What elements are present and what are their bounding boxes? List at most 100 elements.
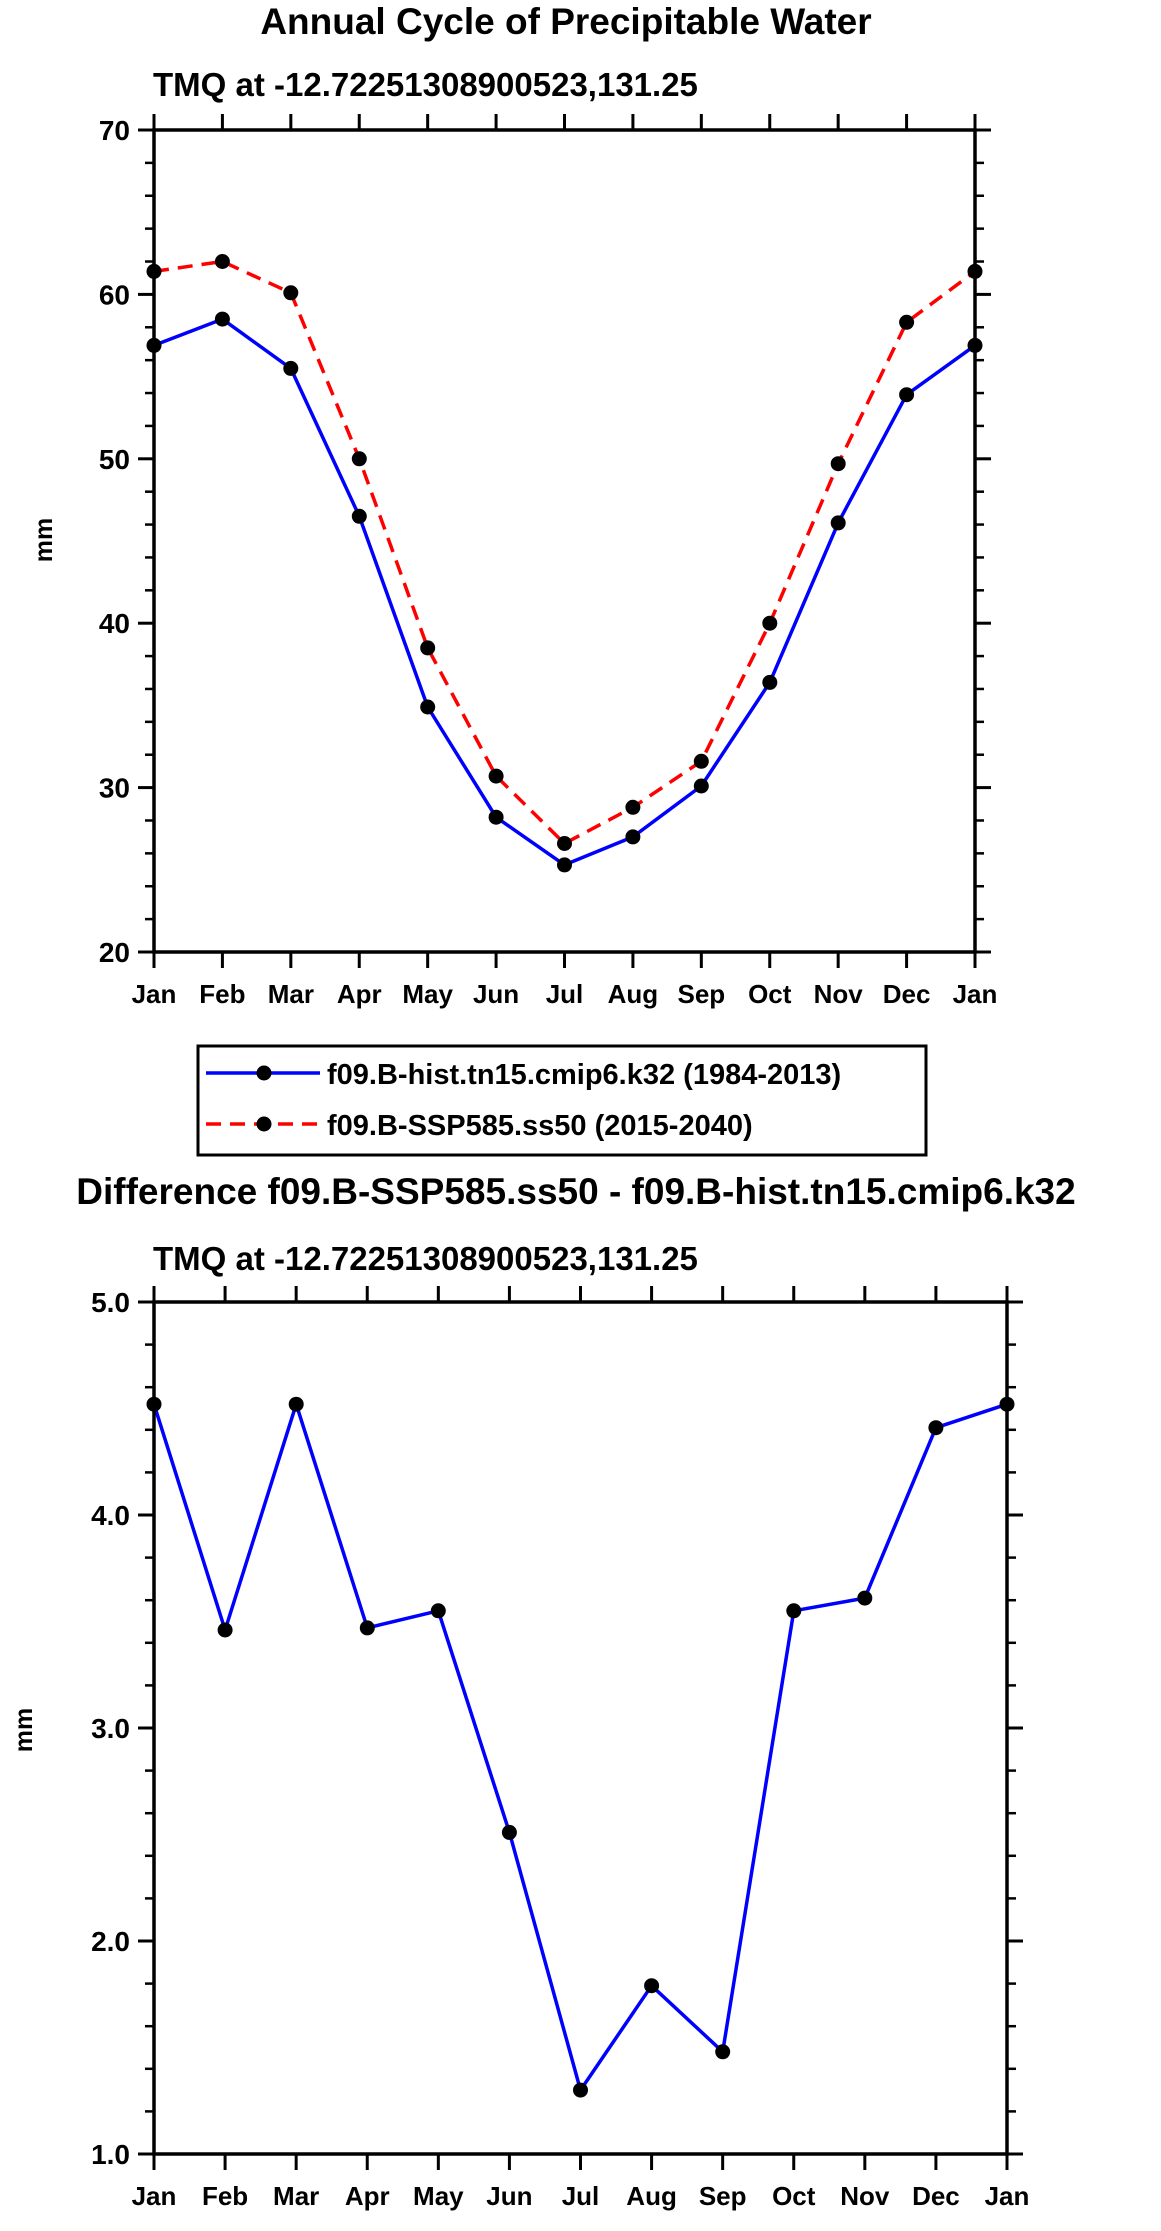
x-tick-label: Feb [202, 2181, 248, 2211]
x-tick-label: Jan [985, 2181, 1030, 2211]
x-tick-label: May [413, 2181, 464, 2211]
x-tick-label: Sep [699, 2181, 747, 2211]
data-point-ssp585 [557, 836, 572, 851]
plot-series [146, 254, 983, 873]
chart-title: Annual Cycle of Precipitable Water [260, 1, 871, 42]
data-point-hist [351, 508, 367, 524]
data-point-hist [420, 699, 436, 715]
data-point-hist [488, 809, 504, 825]
chart-title: Difference f09.B-SSP585.ss50 - f09.B-his… [76, 1171, 1075, 1212]
y-tick-label: 20 [99, 937, 130, 968]
y-tick-label: 60 [99, 279, 130, 310]
x-tick-label: Mar [273, 2181, 319, 2211]
data-point-difference [217, 1622, 233, 1638]
data-point-difference [573, 2082, 588, 2098]
x-tick-labels: Jan Feb Mar Apr May Jun Jul Aug Sep Oct Nov Dec Jan [132, 979, 998, 1009]
y-tick-labels: 20 30 40 50 60 70 [99, 115, 130, 968]
x-tick-label: Oct [748, 979, 792, 1009]
y-tick-label: 2.0 [91, 1926, 130, 1957]
data-point-hist [557, 857, 572, 873]
x-tick-label: Apr [337, 979, 382, 1009]
data-point-hist [214, 311, 230, 327]
data-point-hist [693, 778, 709, 794]
legend-marker-ssp [256, 1116, 272, 1132]
x-tick-label: Jan [132, 979, 177, 1009]
legend-label-hist: f09.B-hist.tn15.cmip6.k32 (1984-2013) [327, 1059, 841, 1091]
y-tick-label: 1.0 [91, 2139, 130, 2170]
data-point-ssp585 [283, 285, 299, 301]
data-point-difference [430, 1603, 446, 1619]
data-point-ssp585 [899, 314, 915, 330]
x-tick-label: Jul [562, 2181, 600, 2211]
legend-item-hist: f09.B-hist.tn15.cmip6.k32 (1984-2013) [206, 1059, 841, 1091]
chart-subtitle: TMQ at -12.72251308900523,131.25 [153, 1240, 698, 1277]
data-point-ssp585 [488, 768, 504, 784]
legend-marker-hist [256, 1065, 272, 1081]
y-tick-label: 30 [99, 773, 130, 804]
x-tick-label: Jun [473, 979, 519, 1009]
data-point-hist [762, 674, 778, 690]
x-tick-label: May [402, 979, 453, 1009]
y-axis-label: mm [30, 518, 58, 562]
x-tick-label: Mar [268, 979, 314, 1009]
x-tick-label: Jan [953, 979, 998, 1009]
x-tick-labels: Jan Feb Mar Apr May Jun Jul Aug Sep Oct Nov Dec Jan [132, 2181, 1030, 2211]
chart-panel-annual-cycle: Annual Cycle of Precipitable Water TMQ a… [30, 1, 998, 1157]
series-line-ssp585 [153, 259, 977, 846]
y-tick-label: 5.0 [91, 1287, 130, 1318]
data-point-difference [359, 1620, 375, 1636]
data-point-difference [715, 2044, 731, 2060]
x-tick-label: Aug [608, 979, 659, 1009]
data-point-ssp585 [351, 451, 367, 467]
legend-label-ssp: f09.B-SSP585.ss50 (2015-2040) [327, 1110, 753, 1142]
x-tick-label: Apr [345, 2181, 390, 2211]
data-point-ssp585 [625, 799, 641, 815]
data-point-difference [501, 1824, 517, 1840]
plot-frame [152, 128, 977, 954]
data-point-difference [928, 1420, 944, 1436]
chart-panel-difference: Difference f09.B-SSP585.ss50 - f09.B-his… [10, 1171, 1076, 2211]
data-point-difference [786, 1603, 802, 1619]
data-point-hist [283, 360, 299, 376]
legend-item-ssp: f09.B-SSP585.ss50 (2015-2040) [206, 1110, 753, 1142]
series-line-hist [153, 317, 977, 867]
x-tick-label: Dec [912, 2181, 960, 2211]
x-tick-label: Jul [546, 979, 584, 1009]
x-tick-label: Jun [486, 2181, 532, 2211]
axis-ticks [138, 1286, 1023, 2170]
series-line-difference [152, 1402, 1008, 2092]
x-tick-label: Oct [772, 2181, 816, 2211]
plot-series [146, 1396, 1015, 2098]
data-point-difference [288, 1396, 304, 1412]
data-point-ssp585 [214, 254, 230, 269]
data-point-hist [899, 387, 915, 403]
x-tick-label: Jan [132, 2181, 177, 2211]
data-point-difference [644, 1978, 660, 1994]
x-tick-label: Aug [626, 2181, 677, 2211]
data-point-difference [857, 1590, 873, 1606]
data-point-ssp585 [420, 640, 436, 656]
plot-frame [152, 1300, 1009, 2156]
x-tick-label: Sep [677, 979, 725, 1009]
legend: f09.B-hist.tn15.cmip6.k32 (1984-2013) f0… [196, 1044, 928, 1157]
data-point-hist [830, 515, 846, 531]
y-tick-label: 40 [99, 608, 130, 639]
axis-ticks [138, 114, 991, 968]
data-point-ssp585 [762, 615, 778, 631]
y-tick-label: 70 [99, 115, 130, 146]
y-tick-label: 50 [99, 444, 130, 475]
x-tick-label: Feb [199, 979, 245, 1009]
legend-box [196, 1044, 928, 1157]
y-tick-label: 4.0 [91, 1500, 130, 1531]
y-axis-label: mm [10, 1708, 38, 1752]
chart-subtitle: TMQ at -12.72251308900523,131.25 [153, 66, 698, 103]
x-tick-label: Dec [883, 979, 931, 1009]
data-point-ssp585 [830, 456, 846, 472]
data-point-ssp585 [693, 753, 709, 769]
y-tick-labels: 1.0 2.0 3.0 4.0 5.0 [91, 1287, 130, 2170]
y-tick-label: 3.0 [91, 1713, 130, 1744]
x-tick-label: Nov [814, 979, 864, 1009]
data-point-hist [625, 829, 641, 845]
x-tick-label: Nov [840, 2181, 890, 2211]
